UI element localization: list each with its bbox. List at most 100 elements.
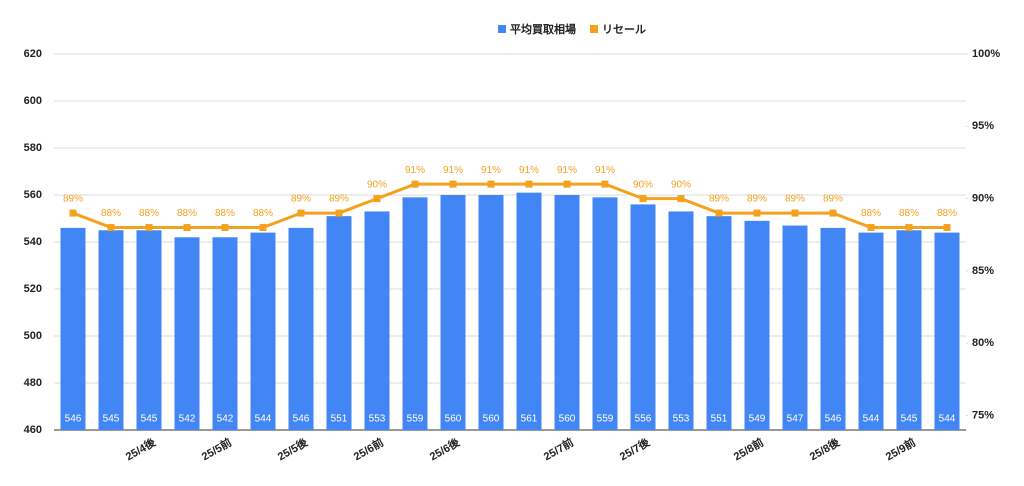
y-tick-label: 480 [24, 377, 42, 389]
bar [630, 204, 656, 430]
bar-value-label: 546 [65, 414, 82, 425]
bar [364, 211, 390, 430]
bar-value-label: 551 [711, 414, 728, 425]
bar [820, 227, 846, 430]
legend-label: リセール [602, 23, 646, 36]
x-tick-label: 25/6前 [351, 435, 386, 463]
bar-value-label: 553 [369, 414, 386, 425]
bar-value-label: 560 [559, 414, 576, 425]
x-tick-label: 25/8前 [731, 435, 766, 463]
line-point [107, 224, 115, 232]
bar [250, 232, 276, 430]
line-point [183, 224, 191, 232]
bar-value-label: 544 [939, 414, 956, 425]
legend-swatch [498, 25, 506, 33]
line-point [145, 224, 153, 232]
line-value-label: 91% [595, 165, 615, 176]
y-tick-label: 580 [24, 142, 42, 154]
line-value-label: 88% [937, 208, 957, 219]
bar [98, 230, 124, 430]
x-tick-label: 25/8後 [807, 434, 843, 463]
line-point [715, 209, 723, 217]
line-value-label: 89% [823, 194, 843, 205]
y-tick-label: 520 [24, 283, 42, 295]
line-value-label: 91% [443, 165, 463, 176]
bar [326, 216, 352, 430]
line-value-label: 90% [633, 179, 653, 190]
bar [440, 195, 466, 430]
y-tick-label: 460 [24, 424, 42, 436]
bar-value-label: 544 [863, 414, 880, 425]
line-point [487, 180, 495, 188]
line-point [259, 224, 267, 232]
bar-value-label: 559 [597, 414, 614, 425]
bar [896, 230, 922, 430]
line-point [411, 180, 419, 188]
legend-label: 平均買取相場 [510, 22, 576, 36]
x-tick-label: 25/6後 [427, 434, 463, 463]
line-value-label: 88% [139, 208, 159, 219]
bar-value-label: 560 [445, 414, 462, 425]
bar [288, 227, 314, 430]
line [72, 182, 947, 230]
line-point [221, 224, 229, 232]
line-value-label: 91% [519, 165, 539, 176]
line-point [867, 224, 875, 232]
y2-tick-label: 90% [972, 193, 994, 205]
line-value-label: 88% [899, 208, 919, 219]
line-value-label: 89% [709, 194, 729, 205]
bar [706, 216, 732, 430]
bar-value-label: 542 [179, 414, 196, 425]
bar [858, 232, 884, 430]
x-tick-label: 25/7後 [617, 434, 653, 463]
line-point [525, 180, 533, 188]
line-value-label: 91% [481, 165, 501, 176]
line-point [373, 195, 381, 203]
x-tick-label: 25/4後 [123, 434, 159, 463]
y-tick-label: 620 [24, 48, 42, 60]
bar [592, 197, 618, 430]
line-point [943, 224, 951, 232]
line-point [69, 209, 77, 217]
line-point [791, 209, 799, 217]
bar [554, 195, 580, 430]
bar-value-label: 553 [673, 414, 690, 425]
bar-value-label: 545 [141, 414, 158, 425]
line-point [601, 180, 609, 188]
bar [744, 220, 770, 430]
line-value-label: 89% [63, 194, 83, 205]
bar-value-label: 546 [293, 414, 310, 425]
bar [402, 197, 428, 430]
bar-value-label: 561 [521, 414, 538, 425]
bar [60, 227, 86, 430]
line-value-label: 90% [367, 179, 387, 190]
bar [136, 230, 162, 430]
bar [478, 195, 504, 430]
line-point [753, 209, 761, 217]
bar-value-label: 546 [825, 414, 842, 425]
bar [668, 211, 694, 430]
y2-tick-label: 85% [972, 265, 994, 277]
bar [782, 225, 808, 430]
line-point [829, 209, 837, 217]
bar [516, 192, 542, 430]
y-tick-label: 500 [24, 330, 42, 342]
bar-value-label: 556 [635, 414, 652, 425]
line-value-label: 89% [329, 194, 349, 205]
line-point [297, 209, 305, 217]
line-point [563, 180, 571, 188]
x-tick-label: 25/5前 [199, 435, 234, 463]
line-value-label: 88% [101, 208, 121, 219]
line-value-label: 88% [253, 208, 273, 219]
bar-value-label: 551 [331, 414, 348, 425]
y2-tick-label: 95% [972, 120, 994, 132]
x-tick-label: 25/5後 [275, 434, 311, 463]
x-tick-label: 25/7前 [541, 435, 576, 463]
bar-value-label: 545 [901, 414, 918, 425]
bar-value-label: 545 [103, 414, 120, 425]
line-point [905, 224, 913, 232]
line-point [335, 209, 343, 217]
line-value-label: 88% [861, 208, 881, 219]
y2-tick-label: 75% [972, 409, 994, 421]
bar-value-label: 559 [407, 414, 424, 425]
